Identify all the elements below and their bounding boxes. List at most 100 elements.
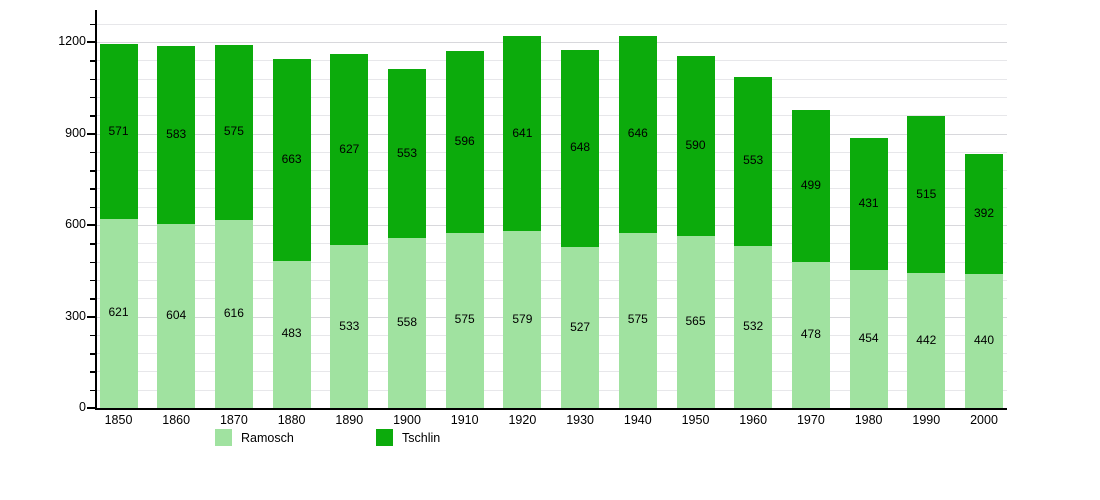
y-axis-tick — [90, 188, 95, 190]
tschlin-value-label: 590 — [685, 137, 706, 152]
y-axis-tick — [90, 334, 95, 337]
y-axis-tick — [90, 170, 95, 172]
y-axis-tick — [90, 96, 95, 99]
tschlin-segment — [561, 49, 600, 248]
y-axis-tick — [90, 279, 95, 282]
ramosch-legend-label: Ramosch — [241, 430, 294, 445]
tschlin-segment — [734, 77, 773, 246]
x-axis-label: 1930 — [566, 413, 594, 427]
ramosch-segment — [330, 245, 369, 408]
y-axis-label: 300 — [65, 308, 86, 323]
tschlin-segment — [907, 116, 946, 274]
tschlin-segment — [791, 110, 830, 263]
ramosch-segment — [272, 260, 311, 408]
tschlin-value-label: 646 — [627, 126, 648, 141]
y-axis-tick — [90, 298, 95, 300]
y-axis-tick — [87, 224, 95, 226]
gridline — [97, 371, 1007, 373]
tschlin-value-label: 392 — [973, 206, 995, 220]
ramosch-segment — [445, 232, 484, 408]
x-axis-label: 1960 — [739, 413, 768, 427]
y-axis-tick — [87, 407, 95, 409]
gridline — [97, 23, 1007, 25]
tschlin-segment — [676, 55, 715, 236]
ramosch-segment — [214, 220, 253, 408]
ramosch-value-label: 440 — [973, 332, 995, 347]
ramosch-value-label: 616 — [223, 306, 244, 321]
ramosch-value-label: 442 — [916, 332, 937, 347]
x-axis-label: 1910 — [450, 413, 479, 427]
tschlin-value-label: 648 — [570, 140, 591, 155]
tschlin-segment — [157, 46, 196, 224]
ramosch-legend-swatch — [215, 429, 232, 446]
y-axis-tick — [90, 78, 95, 81]
legend-item-ramosch: Ramosch — [215, 429, 294, 446]
ramosch-value-label: 483 — [281, 326, 302, 341]
y-axis-label: 600 — [65, 217, 86, 231]
x-axis-label: 1880 — [277, 413, 306, 427]
tschlin-segment — [849, 138, 888, 270]
tschlin-value-label: 641 — [512, 125, 533, 140]
gridline — [97, 316, 1007, 318]
gridline — [97, 279, 1007, 281]
x-axis-label: 1970 — [796, 413, 825, 427]
ramosch-value-label: 604 — [166, 307, 187, 322]
gridline — [97, 334, 1007, 336]
ramosch-value-label: 454 — [858, 330, 879, 345]
gridline — [97, 78, 1007, 80]
y-axis-tick — [90, 60, 95, 62]
legend-item-tschlin: Tschlin — [376, 429, 440, 446]
ramosch-segment — [791, 262, 830, 408]
x-axis-label: 1860 — [162, 413, 191, 427]
ramosch-segment — [388, 237, 426, 408]
x-axis-label: 1870 — [219, 413, 248, 427]
y-axis-tick — [87, 41, 95, 43]
ramosch-value-label: 575 — [627, 312, 648, 327]
y-axis-tick — [87, 315, 95, 318]
tschlin-legend-label: Tschlin — [402, 430, 441, 445]
gridline — [97, 151, 1007, 153]
ramosch-segment — [734, 245, 773, 408]
tschlin-value-label: 499 — [800, 178, 821, 193]
y-axis-line — [95, 10, 97, 410]
gridline — [97, 42, 1007, 43]
gridline — [97, 170, 1007, 172]
y-axis-tick — [87, 132, 95, 135]
y-axis-tick — [90, 389, 95, 392]
tschlin-segment — [214, 44, 253, 221]
tschlin-segment — [272, 58, 311, 261]
tschlin-legend-swatch — [376, 429, 393, 446]
tschlin-value-label: 553 — [396, 145, 418, 160]
ramosch-value-label: 575 — [454, 312, 475, 327]
tschlin-segment — [330, 54, 369, 246]
y-axis-tick — [90, 23, 95, 26]
gridline — [97, 261, 1007, 263]
gridline — [97, 243, 1007, 245]
x-axis-label: 1940 — [623, 413, 652, 427]
y-axis-tick — [90, 371, 95, 373]
gridline — [97, 206, 1007, 208]
x-axis-label: 1900 — [393, 413, 421, 427]
x-axis-line — [95, 408, 1007, 410]
y-axis-tick — [90, 206, 95, 209]
tschlin-value-label: 553 — [743, 153, 764, 168]
tschlin-segment — [503, 35, 542, 232]
y-axis-label: 1200 — [58, 34, 86, 48]
ramosch-value-label: 532 — [743, 318, 764, 333]
gridline — [97, 133, 1007, 135]
gridline — [97, 115, 1007, 117]
x-axis-label: 1980 — [854, 413, 883, 427]
ramosch-segment — [965, 273, 1003, 408]
tschlin-segment — [388, 69, 426, 238]
y-axis-label: 900 — [65, 125, 86, 140]
tschlin-value-label: 571 — [108, 123, 129, 138]
y-axis-tick — [90, 353, 95, 355]
ramosch-value-label: 579 — [512, 311, 533, 326]
tschlin-value-label: 627 — [339, 141, 360, 156]
tschlin-segment — [99, 44, 138, 219]
x-axis-label: 1990 — [912, 413, 941, 427]
gridline — [97, 298, 1007, 300]
x-axis-label: 1850 — [104, 413, 133, 427]
ramosch-value-label: 478 — [800, 327, 821, 342]
